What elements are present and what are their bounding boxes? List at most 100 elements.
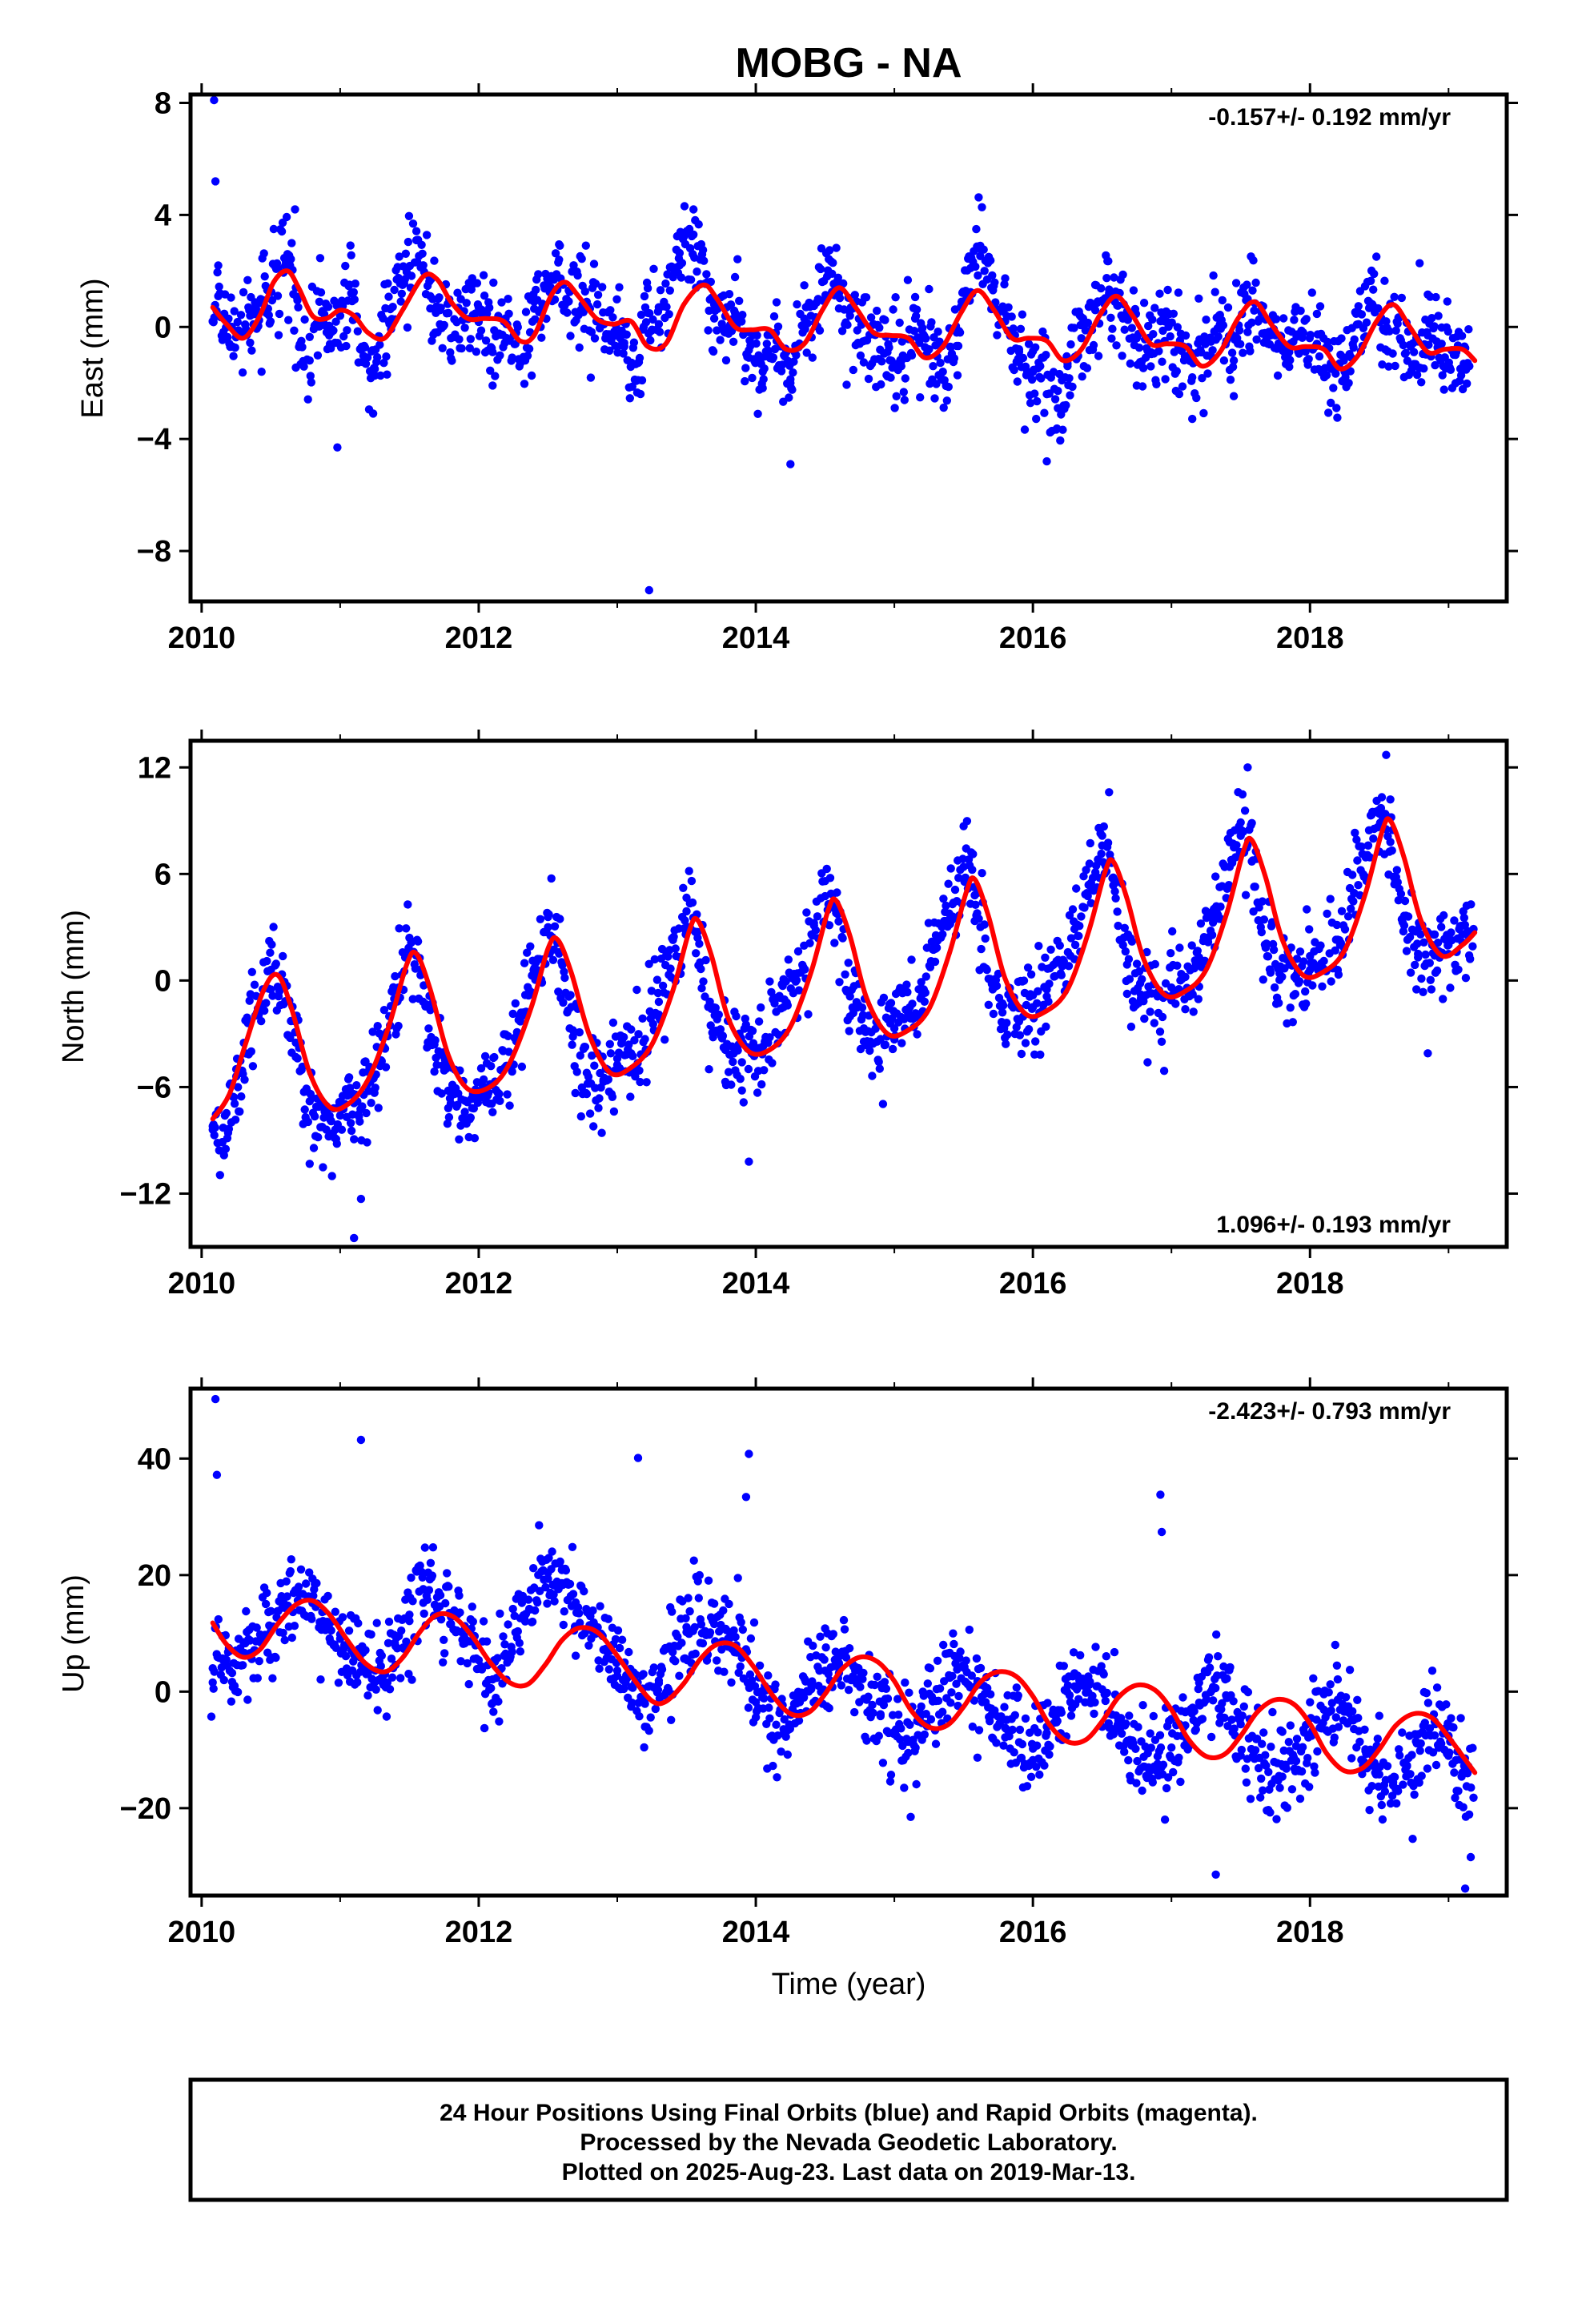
east-data-point [1040, 408, 1049, 417]
east-data-point [665, 310, 673, 319]
north-data-point [505, 1101, 514, 1110]
east-data-point [1148, 315, 1157, 324]
north-data-point [517, 1062, 527, 1072]
up-data-point [926, 1664, 935, 1673]
east-data-point [1018, 310, 1027, 319]
east-data-point [859, 358, 869, 367]
north-data-point [455, 1135, 464, 1144]
east-data-point [843, 320, 852, 329]
east-data-point [980, 267, 989, 275]
up-data-point [1355, 1737, 1364, 1747]
north-data-point [580, 1043, 590, 1051]
north-data-point [1419, 938, 1428, 947]
north-data-point [1216, 903, 1225, 911]
up-data-point [725, 1599, 733, 1609]
up-data-point [482, 1637, 492, 1646]
north-data-point [260, 1006, 269, 1015]
up-data-point [1399, 1780, 1407, 1789]
east-y-tick-label: −4 [137, 423, 171, 456]
east-data-point [725, 290, 734, 299]
up-data-point [1324, 1688, 1333, 1697]
north-data-point [793, 969, 802, 978]
north-data-point [1077, 912, 1086, 921]
up-data-point [1454, 1787, 1463, 1795]
north-outlier-point [1423, 1049, 1432, 1058]
east-plot-frame [188, 92, 1509, 604]
east-data-point [1050, 395, 1060, 404]
up-data-point [493, 1654, 502, 1663]
up-data-point [341, 1651, 351, 1661]
north-data-point [902, 980, 911, 989]
up-data-point [208, 1664, 217, 1673]
east-data-point [877, 380, 885, 389]
north-data-point [1224, 881, 1234, 890]
up-data-point [1467, 1783, 1476, 1792]
east-data-point [382, 352, 391, 361]
east-data-point [1068, 382, 1077, 392]
up-data-point [543, 1599, 552, 1608]
east-data-point [662, 303, 671, 312]
east-data-point [274, 331, 283, 340]
up-data-point [911, 1743, 920, 1752]
up-data-point [1076, 1651, 1085, 1660]
up-data-point [731, 1632, 740, 1642]
north-data-point [379, 1006, 389, 1015]
east-data-point [438, 344, 447, 352]
north-data-point [917, 978, 926, 987]
north-data-point [886, 999, 896, 1007]
north-data-point [568, 1040, 576, 1049]
north-data-point [1466, 955, 1475, 963]
east-data-point [297, 336, 306, 345]
east-data-point [620, 342, 628, 351]
east-data-point [1118, 314, 1127, 323]
north-x-tick-label: 2014 [722, 1267, 790, 1301]
up-data-point [719, 1606, 728, 1615]
up-data-point [1242, 1778, 1251, 1787]
up-data-point [576, 1618, 584, 1627]
east-data-point [1286, 356, 1295, 364]
up-data-point [668, 1607, 677, 1616]
up-data-point [1160, 1815, 1170, 1824]
east-data-point [1118, 352, 1126, 360]
north-outlier-point [1243, 763, 1252, 772]
up-data-point [423, 1595, 432, 1605]
north-data-point [1173, 961, 1182, 971]
east-data-point [737, 317, 746, 326]
north-data-point [1354, 881, 1363, 890]
north-data-point [608, 1092, 617, 1102]
north-data-point [358, 1102, 367, 1111]
up-data-point [870, 1680, 879, 1690]
east-data-point [628, 382, 636, 391]
north-data-point [469, 1104, 478, 1113]
north-data-point [729, 1057, 737, 1067]
east-data-point [480, 292, 489, 300]
up-data-point [837, 1681, 846, 1690]
east-data-point [1333, 413, 1342, 422]
north-data-point [572, 1068, 581, 1076]
up-data-point [845, 1644, 854, 1653]
east-data-point [986, 256, 995, 265]
up-outlier-point [1211, 1870, 1220, 1879]
east-data-point [1029, 368, 1038, 376]
north-data-point [868, 1072, 877, 1080]
up-data-point [881, 1684, 891, 1693]
east-data-point [1385, 327, 1394, 336]
north-data-point [314, 1132, 323, 1142]
east-data-point [918, 324, 927, 332]
up-x-tick-label: 2010 [168, 1916, 236, 1949]
up-data-point [1236, 1719, 1245, 1729]
north-data-point [1166, 949, 1175, 958]
east-data-point [936, 358, 945, 368]
north-data-point [1193, 947, 1203, 955]
up-data-point [556, 1557, 564, 1566]
east-data-point [1315, 302, 1325, 311]
up-data-point [349, 1657, 358, 1666]
east-data-point [260, 272, 269, 281]
east-data-point [331, 317, 340, 326]
up-outlier-point [207, 1712, 216, 1721]
east-data-point [408, 219, 418, 228]
east-data-point [460, 324, 469, 332]
up-data-point [933, 1656, 942, 1665]
east-data-point [1312, 309, 1322, 319]
up-data-point [408, 1675, 416, 1684]
